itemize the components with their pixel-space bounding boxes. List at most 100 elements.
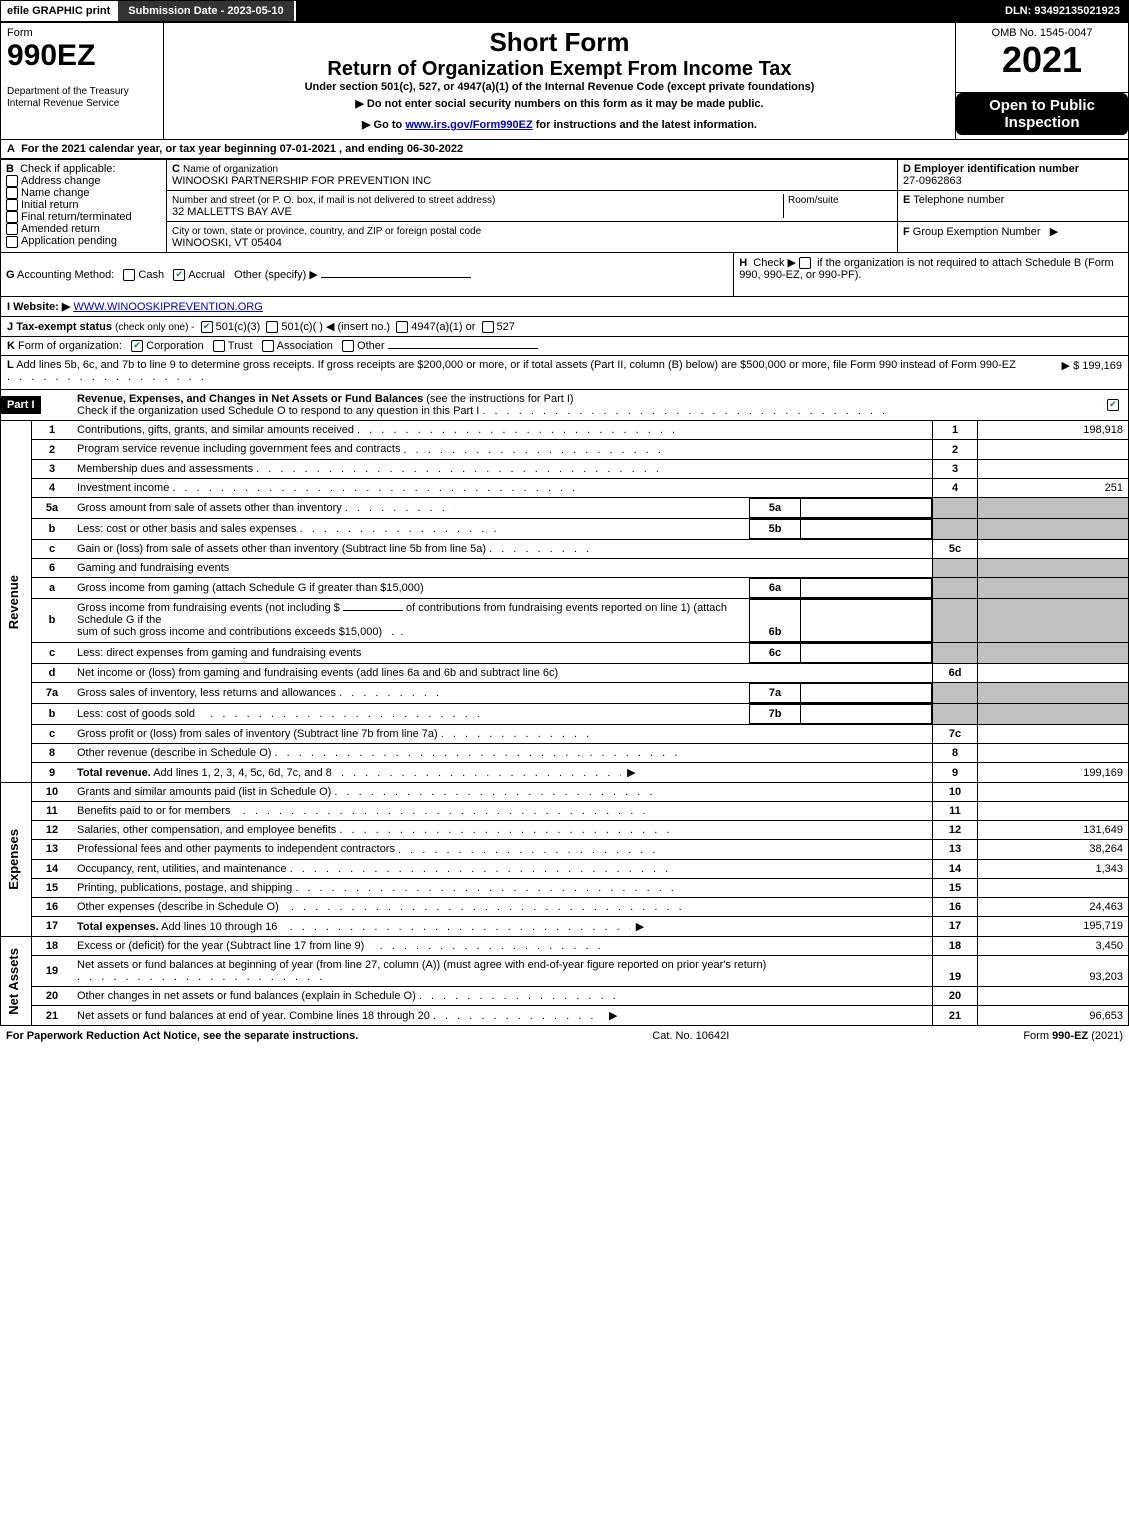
line-12: 12 Salaries, other compensation, and emp… [1,821,1129,840]
I-label: Website: ▶ [13,301,70,313]
tax-year: 2021 [962,39,1122,81]
chk-trust[interactable] [213,340,225,352]
F-label: Group Exemption Number [913,226,1041,238]
col-G: G Accounting Method: Cash Accrual Other … [1,253,734,297]
line-19: 19 Net assets or fund balances at beginn… [1,955,1129,986]
title-main: Short Form [170,27,949,58]
opt-address-change: Address change [21,175,101,187]
website-link[interactable]: WWW.WINOOSKIPREVENTION.ORG [73,301,262,313]
C-street-label: Number and street (or P. O. box, if mail… [172,195,495,206]
row-J: J Tax-exempt status (check only one) - 5… [0,317,1129,337]
part1-title: Revenue, Expenses, and Changes in Net As… [77,393,423,405]
chk-amended[interactable] [6,223,18,235]
B-label: Check if applicable: [20,163,115,175]
D-label: Employer identification number [914,163,1079,175]
line-10: Expenses 10 Grants and similar amounts p… [1,783,1129,802]
chk-assoc[interactable] [262,340,274,352]
chk-part1-scheduleO[interactable] [1107,399,1119,411]
J-o2: 501(c)( ) ◀ (insert no.) [281,321,390,333]
opt-app-pending: Application pending [21,235,117,247]
chk-app-pending[interactable] [6,236,18,248]
opt-amended: Amended return [21,223,100,235]
chk-cash[interactable] [123,269,135,281]
open-to-public: Open to Public Inspection [956,93,1128,135]
open-public-cell: Open to Public Inspection [956,92,1129,139]
col-H: H Check ▶ if the organization is not req… [734,253,1129,297]
line-15: 15 Printing, publications, postage, and … [1,878,1129,897]
chk-name-change[interactable] [6,187,18,199]
line-7b: b Less: cost of goods sold 7b [1,703,1129,724]
chk-501c[interactable] [266,321,278,333]
topbar-spacer [296,1,997,21]
line-5c: c Gain or (loss) from sale of assets oth… [1,539,1129,558]
omb-cell: OMB No. 1545-0047 2021 [956,23,1129,93]
row-GH: G Accounting Method: Cash Accrual Other … [0,253,1129,297]
col-F: F Group Exemption Number ▶ [898,222,1129,253]
L-amount: ▶ $ 199,169 [1054,359,1122,386]
line-7a: 7a Gross sales of inventory, less return… [1,682,1129,703]
C-name-label: Name of organization [183,164,278,175]
G-other-input[interactable] [321,277,471,278]
row-I: I Website: ▶ WWW.WINOOSKIPREVENTION.ORG [0,297,1129,317]
footer-cat: Cat. No. 10642I [652,1030,729,1042]
title-note: Under section 501(c), 527, or 4947(a)(1)… [170,81,949,93]
chk-other-org[interactable] [342,340,354,352]
chk-corp[interactable] [131,340,143,352]
side-netassets: Net Assets [1,936,32,1025]
col-D: D Employer identification number 27-0962… [898,160,1129,191]
top-bar: efile GRAPHIC print Submission Date - 20… [0,0,1129,22]
line-21: 21 Net assets or fund balances at end of… [1,1006,1129,1026]
form-header: Form 990EZ Department of the Treasury In… [0,22,1129,140]
chk-H[interactable] [799,257,811,269]
side-expenses: Expenses [1,783,32,937]
K-trust: Trust [228,340,253,352]
chk-4947[interactable] [396,321,408,333]
G-label: Accounting Method: [17,269,114,281]
form-label: Form [7,27,33,39]
line-8: 8 Other revenue (describe in Schedule O)… [1,743,1129,762]
side-revenue: Revenue [1,421,32,782]
col-E: E Telephone number [898,191,1129,222]
row-K: K Form of organization: Corporation Trus… [0,337,1129,356]
K-other: Other [357,340,385,352]
col-C-street: Number and street (or P. O. box, if mail… [167,191,898,222]
footer-right: Form 990-EZ (2021) [1023,1030,1123,1042]
6b-amount-input[interactable] [343,610,403,611]
K-corp: Corporation [146,340,203,352]
info-grid: B Check if applicable: Address change Na… [0,159,1129,253]
K-other-input[interactable] [388,348,538,349]
chk-initial-return[interactable] [6,199,18,211]
C-city-label: City or town, state or province, country… [172,226,481,237]
line-1: Revenue 1 Contributions, gifts, grants, … [1,421,1129,440]
opt-final-return: Final return/terminated [21,211,132,223]
line-5b: b Less: cost or other basis and sales ex… [1,518,1129,539]
J-label: Tax-exempt status [16,321,112,333]
col-C-name: C Name of organization WINOOSKI PARTNERS… [167,160,898,191]
chk-address-change[interactable] [6,175,18,187]
line-6a: a Gross income from gaming (attach Sched… [1,577,1129,598]
chk-501c3[interactable] [201,321,213,333]
col-B: B Check if applicable: Address change Na… [1,160,167,253]
F-arrow: ▶ [1050,226,1058,238]
chk-final-return[interactable] [6,211,18,223]
part1-label: Part I [1,396,41,414]
K-assoc: Association [277,340,333,352]
part1-check-text: Check if the organization used Schedule … [77,405,479,417]
title-cell: Short Form Return of Organization Exempt… [164,23,956,140]
G-cash: Cash [138,269,164,281]
C-room-label: Room/suite [788,195,839,206]
efile-print-label[interactable]: efile GRAPHIC print [1,1,116,21]
G-accrual: Accrual [188,269,225,281]
irs-link[interactable]: www.irs.gov/Form990EZ [405,119,532,131]
row-A-text: For the 2021 calendar year, or tax year … [21,143,463,155]
line-3: 3 Membership dues and assessments 3 [1,459,1129,478]
chk-accrual[interactable] [173,269,185,281]
J-note: (check only one) - [115,322,194,333]
chk-527[interactable] [482,321,494,333]
J-o3: 4947(a)(1) or [411,321,475,333]
line-20: 20 Other changes in net assets or fund b… [1,987,1129,1006]
part1-note: (see the instructions for Part I) [426,393,573,405]
line-9: 9 Total revenue. Add lines 1, 2, 3, 4, 5… [1,763,1129,783]
dln-label: DLN: 93492135021923 [997,1,1128,21]
opt-name-change: Name change [21,187,90,199]
